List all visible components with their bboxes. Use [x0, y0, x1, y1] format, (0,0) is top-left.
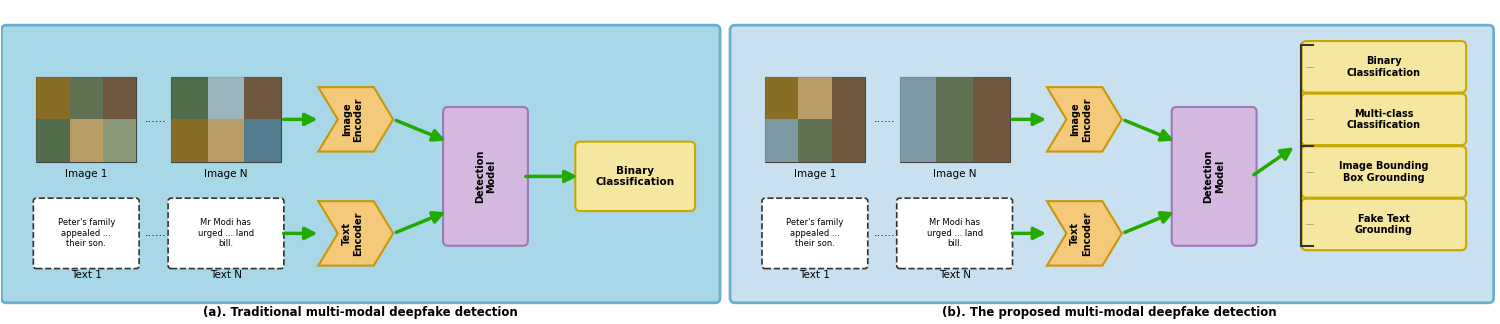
Text: (a). Traditional multi-modal deepfake detection: (a). Traditional multi-modal deepfake de… [204, 306, 518, 319]
Bar [36, 77, 69, 119]
Bar [207, 77, 245, 119]
Text: Text
Encoder: Text Encoder [342, 211, 363, 256]
Bar [831, 77, 866, 119]
Text: Image
Encoder: Image Encoder [1071, 97, 1092, 142]
Text: Binary
Classification: Binary Classification [596, 166, 675, 187]
Text: ......: ...... [874, 114, 896, 124]
Text: Multi-class
Classification: Multi-class Classification [1347, 109, 1420, 130]
FancyBboxPatch shape [33, 198, 140, 269]
Text: Detection
Model: Detection Model [474, 150, 496, 203]
Bar [974, 119, 1010, 161]
Polygon shape [1047, 87, 1122, 152]
Bar [765, 77, 865, 161]
Text: Image N: Image N [204, 169, 248, 179]
Text: Image N: Image N [933, 169, 976, 179]
FancyBboxPatch shape [1302, 41, 1466, 93]
Text: Text
Encoder: Text Encoder [1071, 211, 1092, 256]
FancyBboxPatch shape [168, 198, 284, 269]
Text: Text 1: Text 1 [800, 270, 831, 280]
Text: Peter's family
appealed ...
their son.: Peter's family appealed ... their son. [786, 218, 843, 248]
Polygon shape [318, 201, 393, 266]
Bar [900, 77, 936, 119]
Text: ......: ...... [874, 228, 896, 238]
Text: Fake Text
Grounding: Fake Text Grounding [1354, 214, 1413, 235]
FancyBboxPatch shape [1302, 199, 1466, 250]
Bar [974, 77, 1010, 119]
FancyBboxPatch shape [576, 142, 694, 211]
FancyBboxPatch shape [442, 107, 528, 246]
FancyBboxPatch shape [1302, 94, 1466, 145]
Bar [171, 119, 207, 161]
Text: Detection
Model: Detection Model [1203, 150, 1225, 203]
Bar [798, 119, 831, 161]
Text: Image 1: Image 1 [794, 169, 836, 179]
Text: Image
Encoder: Image Encoder [342, 97, 363, 142]
Bar [765, 119, 798, 161]
Bar [244, 77, 280, 119]
Bar [36, 119, 69, 161]
Bar [207, 119, 245, 161]
Bar [798, 77, 831, 119]
Bar [936, 119, 974, 161]
Bar [900, 77, 1010, 161]
FancyBboxPatch shape [1172, 107, 1257, 246]
FancyBboxPatch shape [730, 25, 1494, 303]
Bar [171, 77, 280, 161]
Bar [104, 77, 136, 119]
Bar [765, 77, 798, 119]
FancyBboxPatch shape [897, 198, 1013, 269]
FancyBboxPatch shape [762, 198, 868, 269]
Polygon shape [318, 87, 393, 152]
Text: Image 1: Image 1 [64, 169, 108, 179]
Text: Image Bounding
Box Grounding: Image Bounding Box Grounding [1340, 161, 1428, 183]
Bar [171, 77, 207, 119]
Text: (b). The proposed multi-modal deepfake detection: (b). The proposed multi-modal deepfake d… [942, 306, 1276, 319]
Bar [831, 119, 866, 161]
Text: ......: ...... [146, 228, 166, 238]
Text: Text 1: Text 1 [70, 270, 102, 280]
Bar [900, 119, 936, 161]
Bar [69, 77, 104, 119]
Text: Mr Modi has
urged ... land
bill.: Mr Modi has urged ... land bill. [198, 218, 254, 248]
Bar [69, 119, 104, 161]
Text: ......: ...... [146, 114, 166, 124]
Text: Binary
Classification: Binary Classification [1347, 56, 1420, 78]
Bar [936, 77, 974, 119]
Text: Text N: Text N [939, 270, 970, 280]
Bar [244, 119, 280, 161]
Bar [104, 119, 136, 161]
Polygon shape [1047, 201, 1122, 266]
Bar [36, 77, 136, 161]
Text: Text N: Text N [210, 270, 242, 280]
Text: Mr Modi has
urged ... land
bill.: Mr Modi has urged ... land bill. [927, 218, 982, 248]
FancyBboxPatch shape [1302, 146, 1466, 198]
FancyBboxPatch shape [2, 25, 720, 303]
Text: Peter's family
appealed ...
their son.: Peter's family appealed ... their son. [57, 218, 116, 248]
